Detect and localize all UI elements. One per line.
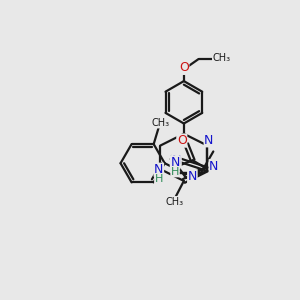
- Text: O: O: [179, 61, 189, 74]
- Text: CH₃: CH₃: [212, 52, 231, 62]
- Text: N: N: [154, 163, 164, 176]
- Text: H: H: [171, 167, 179, 177]
- Text: H: H: [154, 174, 163, 184]
- Text: N: N: [204, 134, 214, 147]
- Text: N: N: [170, 156, 180, 169]
- Text: N: N: [188, 170, 197, 183]
- Text: N: N: [172, 154, 181, 167]
- Text: N: N: [209, 160, 219, 173]
- Text: CH₃: CH₃: [152, 118, 169, 128]
- Text: O: O: [177, 134, 187, 147]
- Text: CH₃: CH₃: [166, 196, 184, 206]
